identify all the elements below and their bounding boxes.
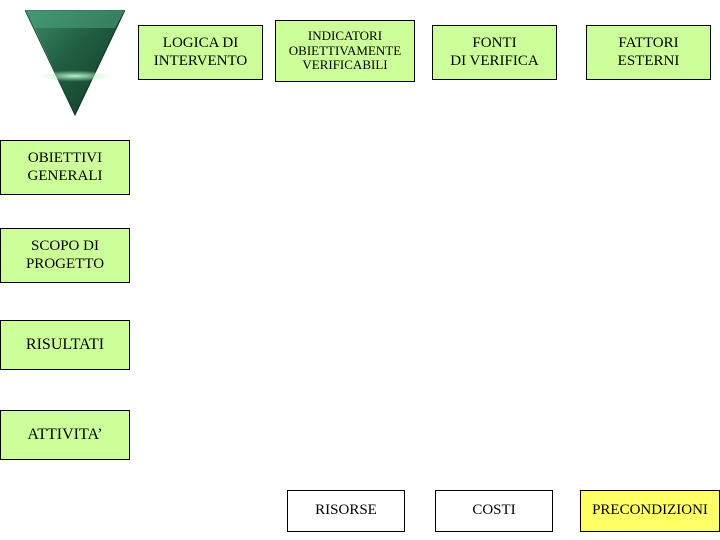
- header-label: LOGICA DIINTERVENTO: [154, 35, 248, 70]
- footer-costi: COSTI: [435, 490, 553, 532]
- footer-precondizioni: PRECONDIZIONI: [580, 490, 720, 532]
- header-logica-di-intervento: LOGICA DIINTERVENTO: [138, 25, 263, 80]
- row-attivita: ATTIVITA’: [0, 410, 130, 460]
- header-label: INDICATORIOBIETTIVAMENTEVERIFICABILI: [289, 29, 401, 74]
- row-label: OBIETTIVIGENERALI: [28, 150, 103, 185]
- header-indicatori: INDICATORIOBIETTIVAMENTEVERIFICABILI: [275, 20, 415, 82]
- row-risultati: RISULTATI: [0, 320, 130, 370]
- logo-glow-bar: [20, 68, 130, 84]
- footer-risorse: RISORSE: [287, 490, 405, 532]
- row-scopo-di-progetto: SCOPO DIPROGETTO: [0, 228, 130, 283]
- row-obiettivi-generali: OBIETTIVIGENERALI: [0, 140, 130, 195]
- header-fattori-esterni: FATTORIESTERNI: [586, 25, 711, 80]
- footer-label: PRECONDIZIONI: [592, 502, 708, 519]
- row-label: ATTIVITA’: [27, 426, 102, 444]
- header-fonti-di-verifica: FONTIDI VERIFICA: [432, 25, 557, 80]
- footer-label: RISORSE: [315, 502, 377, 519]
- row-label: SCOPO DIPROGETTO: [26, 238, 104, 273]
- footer-label: COSTI: [472, 502, 515, 519]
- logo-triangle-icon: [25, 10, 125, 120]
- row-label: RISULTATI: [26, 336, 104, 354]
- header-label: FATTORIESTERNI: [618, 35, 680, 70]
- header-label: FONTIDI VERIFICA: [450, 35, 538, 70]
